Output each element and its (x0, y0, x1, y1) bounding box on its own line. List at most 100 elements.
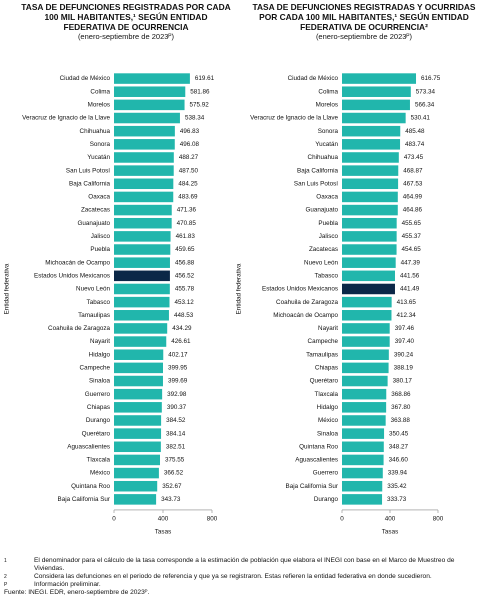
y-tick-label: Sonora (318, 128, 339, 135)
value-label: 402.17 (168, 351, 188, 358)
bar (342, 99, 410, 111)
value-label: 441.56 (400, 272, 420, 279)
x-axis-label: Tasas (382, 529, 398, 536)
value-label: 456.88 (175, 259, 195, 266)
y-tick-label: Oaxaca (316, 194, 338, 201)
bar (114, 231, 171, 242)
y-tick-label: Sonora (90, 141, 111, 148)
value-label: 399.95 (168, 365, 188, 372)
value-label: 390.37 (167, 404, 187, 411)
y-tick-label: Durango (314, 496, 339, 503)
bar (342, 402, 387, 413)
value-label: 538.34 (185, 115, 205, 122)
bar (342, 86, 411, 97)
y-tick-label: Coahuila de Zaragoza (276, 299, 338, 306)
bar (114, 296, 170, 308)
y-tick-label: Chiapas (315, 365, 338, 372)
bar (114, 402, 162, 413)
y-tick-label: Zacatecas (309, 246, 338, 253)
chart-panel: TASA DE DEFUNCIONES REGISTRADAS POR CADA… (0, 0, 236, 548)
value-label: 483.74 (405, 141, 425, 148)
y-tick-label: Nayarit (90, 338, 110, 345)
y-tick-label: Tlaxcala (87, 457, 111, 464)
value-label: 380.17 (393, 378, 413, 385)
value-label: 333.73 (387, 496, 407, 503)
bar (114, 362, 163, 374)
bar (342, 441, 384, 453)
value-label: 375.55 (165, 457, 185, 464)
footnote: 2 Considera las defunciones en el periodo… (4, 573, 476, 581)
value-label: 484.25 (178, 180, 198, 187)
value-label: 468.87 (403, 167, 423, 174)
value-label: 483.69 (178, 194, 198, 201)
bar (114, 191, 174, 203)
footnote-mark: 2 (4, 574, 7, 580)
y-tick-label: Querétaro (310, 378, 339, 385)
bar (342, 217, 397, 229)
bar (342, 257, 396, 268)
bar (342, 494, 383, 505)
y-tick-label: Baja California Sur (286, 483, 339, 490)
value-label: 368.86 (391, 391, 411, 398)
value-label: 384.14 (166, 430, 186, 437)
y-tick-label: Hidalgo (317, 404, 339, 411)
x-tick-label: 800 (207, 516, 218, 523)
y-tick-label: Baja California (69, 180, 110, 187)
bar (114, 388, 163, 400)
value-label: 473.45 (404, 154, 424, 161)
value-label: 455.65 (402, 220, 422, 227)
y-tick-label: Ciudad de México (60, 75, 111, 82)
bar (114, 86, 186, 97)
value-label: 366.52 (164, 470, 184, 477)
value-label: 496.08 (180, 141, 200, 148)
bar (342, 112, 406, 124)
bar (114, 323, 168, 334)
y-tick-label: Tabasco (87, 299, 111, 306)
value-label: 447.39 (401, 259, 421, 266)
value-label: 454.65 (402, 246, 422, 253)
y-tick-label: México (318, 417, 338, 424)
bar (114, 494, 157, 505)
x-tick-label: 0 (340, 516, 344, 523)
y-tick-label: Colima (90, 88, 110, 95)
y-tick-label: Sinaloa (317, 430, 339, 437)
bar (114, 165, 174, 176)
bar (342, 428, 385, 439)
y-axis-label: Entidad federativa (4, 263, 11, 314)
y-tick-label: Tlaxcala (315, 391, 339, 398)
bar (114, 204, 172, 216)
bar (114, 428, 162, 439)
value-label: 581.86 (190, 88, 210, 95)
bar (114, 73, 190, 84)
y-tick-label: Jalisco (319, 233, 339, 240)
value-label: 363.88 (391, 417, 411, 424)
bar (342, 270, 395, 282)
y-tick-label: Veracruz de Ignacio de la Llave (250, 115, 338, 122)
bar (114, 112, 180, 124)
y-axis-label: Entidad federativa (236, 263, 243, 314)
footnote-mark: 1 (4, 558, 7, 564)
y-tick-label: Campeche (80, 365, 111, 372)
bar (342, 73, 417, 84)
y-tick-label: Yucatán (315, 141, 338, 148)
bar (114, 283, 170, 295)
bar (342, 467, 383, 479)
y-tick-label: Tamaulipas (78, 312, 110, 319)
bar (114, 244, 171, 255)
value-label: 459.65 (175, 246, 195, 253)
bar (342, 323, 390, 334)
y-tick-label: Tamaulipas (306, 351, 338, 358)
chart-title-block: TASA DE DEFUNCIONES REGISTRADAS POR CADA… (20, 2, 232, 42)
value-label: 616.75 (421, 75, 441, 82)
bar (114, 375, 163, 387)
y-tick-label: Coahuila de Zaragoza (48, 325, 110, 332)
bar (114, 270, 170, 282)
value-label: 348.27 (389, 443, 409, 450)
y-tick-label: Morelos (316, 102, 338, 109)
y-tick-label: Michoacán de Ocampo (273, 312, 338, 319)
bar (342, 152, 399, 163)
bar (114, 125, 175, 137)
value-label: 573.34 (416, 88, 436, 95)
value-label: 488.27 (179, 154, 199, 161)
value-label: 530.41 (411, 115, 431, 122)
